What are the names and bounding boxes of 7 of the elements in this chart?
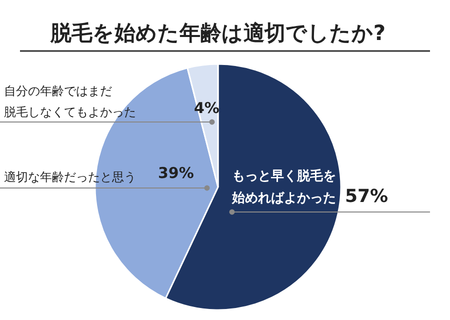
slice-label: 自分の年齢ではまだ脱毛しなくてもよかった [4,84,136,119]
data-label: 39% [158,164,194,182]
slice-label: もっと早く脱毛を始めればよかった [231,168,336,206]
data-label: 4% [194,99,220,117]
chart-title: 脱毛を始めた年齢は適切でしたか? [49,21,386,45]
data-label: 57% [345,186,388,207]
slice-label: 適切な年齢だったと思う [4,170,136,184]
